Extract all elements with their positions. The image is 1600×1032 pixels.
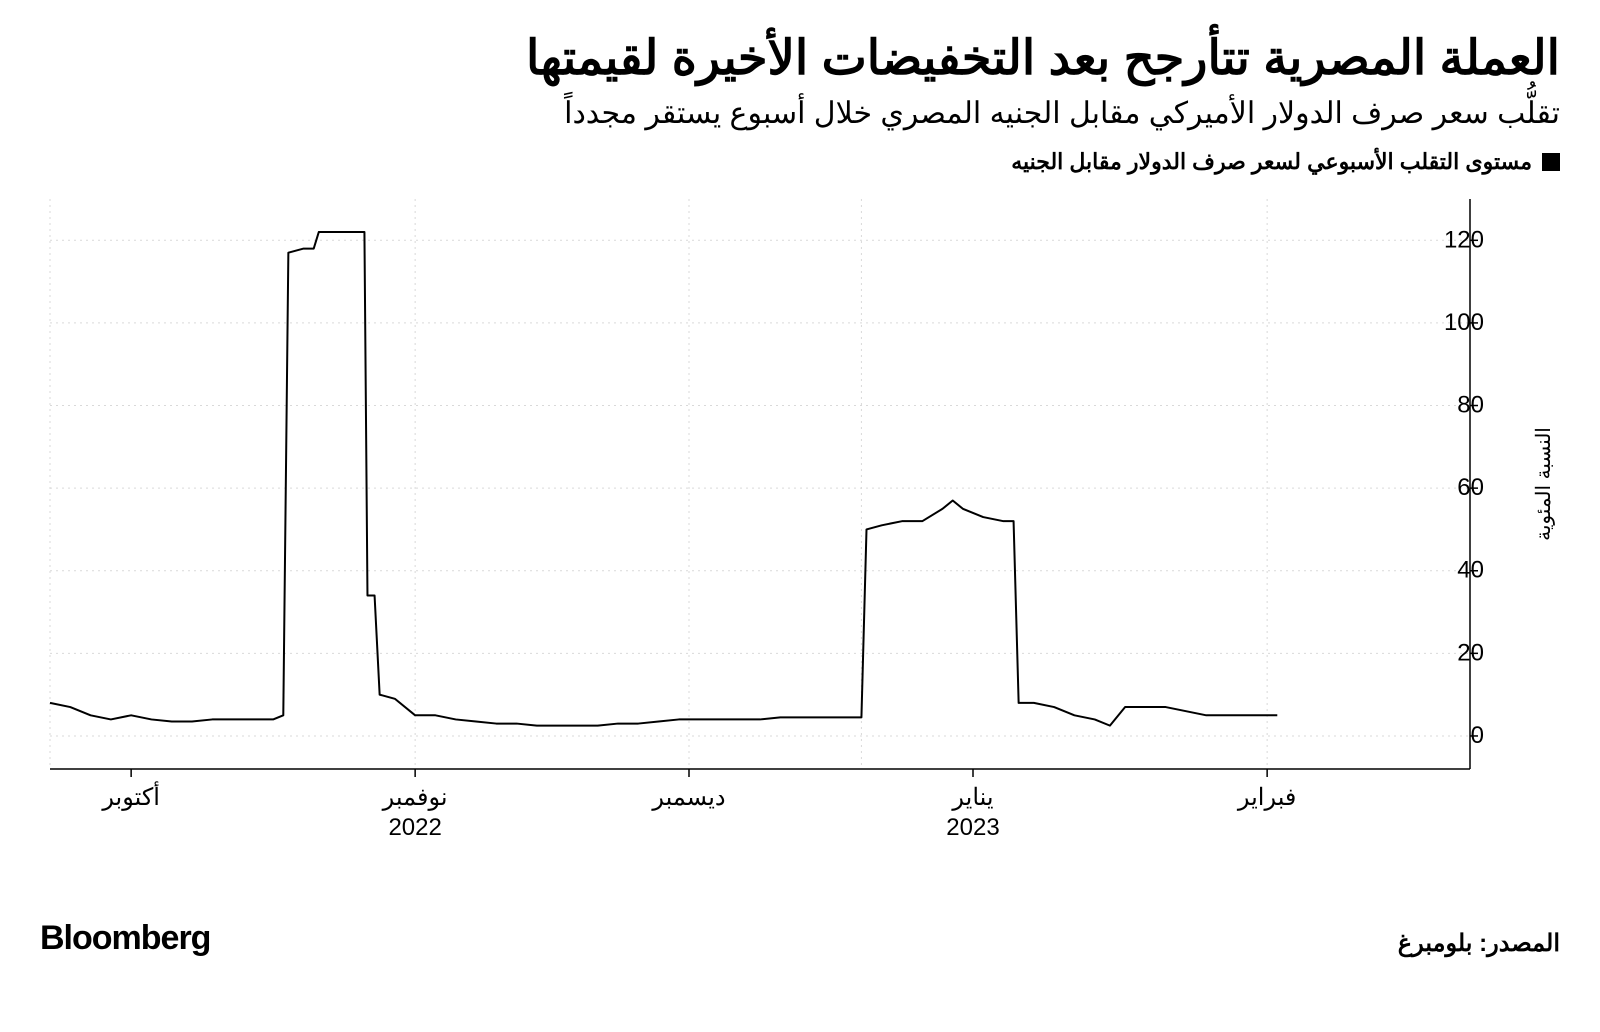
xtick-label: ديسمبر	[651, 784, 725, 811]
xtick-year: 2023	[946, 814, 999, 841]
chart-area: 020406080100120أكتوبرنوفمبر2022ديسمبرينا…	[40, 189, 1560, 849]
ytick-label: 0	[1471, 722, 1484, 749]
xtick-year: 2022	[388, 814, 441, 841]
xtick-label: نوفمبر	[382, 784, 448, 811]
source-label: المصدر: بلومبرغ	[1398, 929, 1560, 958]
legend-label: مستوى التقلب الأسبوعي لسعر صرف الدولار م…	[1011, 149, 1532, 175]
legend: مستوى التقلب الأسبوعي لسعر صرف الدولار م…	[40, 149, 1560, 175]
chart-subtitle: تقلُّب سعر صرف الدولار الأميركي مقابل ال…	[40, 96, 1560, 131]
yaxis-title: النسبة المئوية	[1533, 427, 1555, 541]
volatility-line	[50, 232, 1277, 726]
ytick-label: 100	[1444, 309, 1484, 336]
xtick-label: أكتوبر	[101, 780, 160, 811]
chart-title: العملة المصرية تتأرجح بعد التخفيضات الأخ…	[40, 30, 1560, 88]
legend-swatch	[1542, 153, 1560, 171]
xtick-label: فبراير	[1237, 784, 1297, 811]
ytick-label: 120	[1444, 226, 1484, 253]
xtick-label: يناير	[951, 784, 993, 811]
